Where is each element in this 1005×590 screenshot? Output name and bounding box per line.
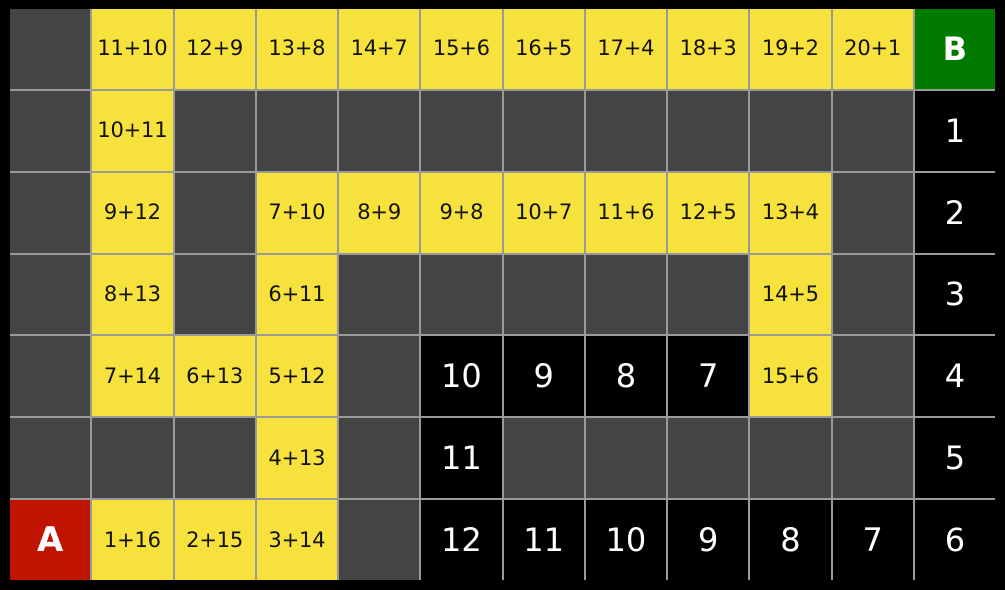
sum-cell[interactable]: 5+12 [256,336,337,417]
sum-cell[interactable]: 12+5 [668,172,749,253]
sum-cell[interactable]: 13+8 [256,9,337,89]
empty-cell [174,172,255,253]
sum-cell[interactable]: 17+4 [585,9,666,89]
goal-cell[interactable]: B [914,9,995,89]
sum-cell[interactable]: 19+2 [750,9,831,89]
empty-cell [503,418,584,499]
sum-cell[interactable]: 15+6 [750,336,831,417]
empty-cell [832,90,913,171]
empty-cell [339,254,420,335]
empty-cell [585,254,666,335]
empty-cell [668,418,749,499]
empty-cell [339,418,420,499]
sum-cell[interactable]: 2+15 [174,500,255,580]
empty-cell [832,172,913,253]
number-cell[interactable]: 3 [914,254,995,335]
empty-cell [174,254,255,335]
number-cell[interactable]: 8 [750,500,831,580]
number-cell[interactable]: 6 [914,500,995,580]
sum-cell[interactable]: 12+9 [174,9,255,89]
empty-cell [10,9,91,89]
empty-cell [668,254,749,335]
empty-cell [503,90,584,171]
empty-cell [339,336,420,417]
sum-cell[interactable]: 11+10 [92,9,173,89]
sum-cell[interactable]: 1+16 [92,500,173,580]
number-cell[interactable]: 10 [421,336,502,417]
empty-cell [832,254,913,335]
empty-cell [750,418,831,499]
number-cell[interactable]: 9 [668,500,749,580]
sum-cell[interactable]: 9+12 [92,172,173,253]
number-cell[interactable]: 12 [421,500,502,580]
sum-cell[interactable]: 8+13 [92,254,173,335]
empty-cell [832,336,913,417]
sum-cell[interactable]: 4+13 [256,418,337,499]
empty-cell [503,254,584,335]
sum-cell[interactable]: 20+1 [832,9,913,89]
sum-cell[interactable]: 10+7 [503,172,584,253]
sum-cell[interactable]: 14+7 [339,9,420,89]
empty-cell [421,254,502,335]
empty-cell [421,90,502,171]
empty-cell [832,418,913,499]
sum-cell[interactable]: 15+6 [421,9,502,89]
sum-cell[interactable]: 14+5 [750,254,831,335]
start-cell[interactable]: A [10,500,91,580]
empty-cell [10,418,91,499]
number-cell[interactable]: 8 [585,336,666,417]
empty-cell [585,418,666,499]
sum-cell[interactable]: 6+13 [174,336,255,417]
empty-cell [10,336,91,417]
empty-cell [174,90,255,171]
sum-cell[interactable]: 13+4 [750,172,831,253]
sum-cell[interactable]: 8+9 [339,172,420,253]
empty-cell [10,254,91,335]
empty-cell [339,500,420,580]
empty-cell [668,90,749,171]
sum-cell[interactable]: 3+14 [256,500,337,580]
empty-cell [256,90,337,171]
sum-cell[interactable]: 11+6 [585,172,666,253]
sum-cell[interactable]: 6+11 [256,254,337,335]
number-cell[interactable]: 11 [421,418,502,499]
number-cell[interactable]: 1 [914,90,995,171]
empty-cell [10,90,91,171]
empty-cell [92,418,173,499]
number-cell[interactable]: 10 [585,500,666,580]
number-cell[interactable]: 4 [914,336,995,417]
empty-cell [174,418,255,499]
number-cell[interactable]: 11 [503,500,584,580]
empty-cell [339,90,420,171]
sum-cell[interactable]: 7+14 [92,336,173,417]
empty-cell [585,90,666,171]
number-cell[interactable]: 2 [914,172,995,253]
sum-cell[interactable]: 10+11 [92,90,173,171]
sum-cell[interactable]: 18+3 [668,9,749,89]
sum-cell[interactable]: 16+5 [503,9,584,89]
empty-cell [750,90,831,171]
puzzle-grid: 11+10 12+9 13+8 14+7 15+6 16+5 17+4 18+3 19+2 20+… [10,9,995,580]
number-cell[interactable]: 9 [503,336,584,417]
empty-cell [10,172,91,253]
sum-cell[interactable]: 7+10 [256,172,337,253]
number-cell[interactable]: 5 [914,418,995,499]
number-cell[interactable]: 7 [832,500,913,580]
sum-cell[interactable]: 9+8 [421,172,502,253]
number-cell[interactable]: 7 [668,336,749,417]
